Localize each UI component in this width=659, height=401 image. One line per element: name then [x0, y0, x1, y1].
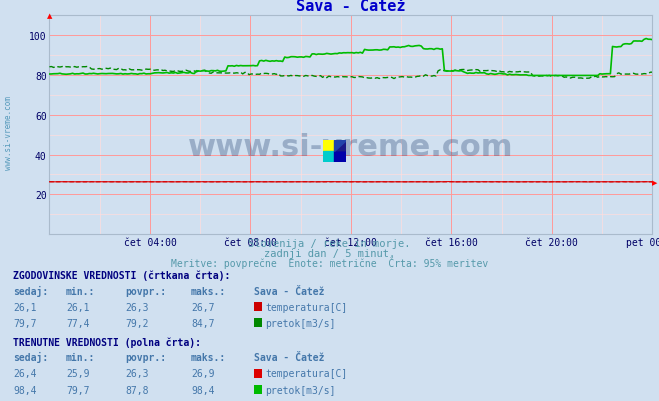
Text: temperatura[C]: temperatura[C] — [266, 302, 348, 312]
Polygon shape — [335, 140, 346, 152]
Text: TRENUTNE VREDNOSTI (polna črta):: TRENUTNE VREDNOSTI (polna črta): — [13, 337, 201, 347]
Text: povpr.:: povpr.: — [125, 352, 166, 363]
Text: 84,7: 84,7 — [191, 318, 215, 328]
Text: 26,4: 26,4 — [13, 369, 37, 379]
Text: zadnji dan / 5 minut.: zadnji dan / 5 minut. — [264, 249, 395, 259]
Bar — [335, 152, 346, 162]
Text: temperatura[C]: temperatura[C] — [266, 369, 348, 379]
Text: ▲: ▲ — [47, 13, 52, 19]
Text: ▶: ▶ — [652, 179, 658, 185]
Text: 25,9: 25,9 — [66, 369, 90, 379]
Polygon shape — [335, 140, 346, 152]
Text: Sava - Čatež: Sava - Čatež — [254, 286, 324, 296]
Text: 79,7: 79,7 — [66, 385, 90, 395]
Text: ZGODOVINSKE VREDNOSTI (črtkana črta):: ZGODOVINSKE VREDNOSTI (črtkana črta): — [13, 270, 231, 281]
Text: 26,1: 26,1 — [66, 302, 90, 312]
Bar — [323, 152, 335, 162]
Text: pretok[m3/s]: pretok[m3/s] — [266, 385, 336, 395]
Text: 26,1: 26,1 — [13, 302, 37, 312]
Text: www.si-vreme.com: www.si-vreme.com — [188, 133, 513, 162]
Text: 26,3: 26,3 — [125, 369, 149, 379]
Title: Sava - Čatež: Sava - Čatež — [296, 0, 406, 14]
Text: Meritve: povprečne  Enote: metrične  Črta: 95% meritev: Meritve: povprečne Enote: metrične Črta:… — [171, 257, 488, 269]
Text: min.:: min.: — [66, 352, 96, 363]
Text: Sava - Čatež: Sava - Čatež — [254, 352, 324, 363]
Text: 77,4: 77,4 — [66, 318, 90, 328]
Text: sedaj:: sedaj: — [13, 285, 48, 296]
Text: maks.:: maks.: — [191, 286, 226, 296]
Text: www.si-vreme.com: www.si-vreme.com — [4, 95, 13, 169]
Text: 87,8: 87,8 — [125, 385, 149, 395]
Text: sedaj:: sedaj: — [13, 352, 48, 363]
Text: Slovenija / reke in morje.: Slovenija / reke in morje. — [248, 239, 411, 249]
Text: pretok[m3/s]: pretok[m3/s] — [266, 318, 336, 328]
Text: maks.:: maks.: — [191, 352, 226, 363]
Text: 26,9: 26,9 — [191, 369, 215, 379]
Text: povpr.:: povpr.: — [125, 286, 166, 296]
Text: 98,4: 98,4 — [13, 385, 37, 395]
Text: 26,3: 26,3 — [125, 302, 149, 312]
Text: 98,4: 98,4 — [191, 385, 215, 395]
Text: 26,7: 26,7 — [191, 302, 215, 312]
Text: 79,7: 79,7 — [13, 318, 37, 328]
Text: 79,2: 79,2 — [125, 318, 149, 328]
Text: min.:: min.: — [66, 286, 96, 296]
Bar — [323, 140, 335, 152]
